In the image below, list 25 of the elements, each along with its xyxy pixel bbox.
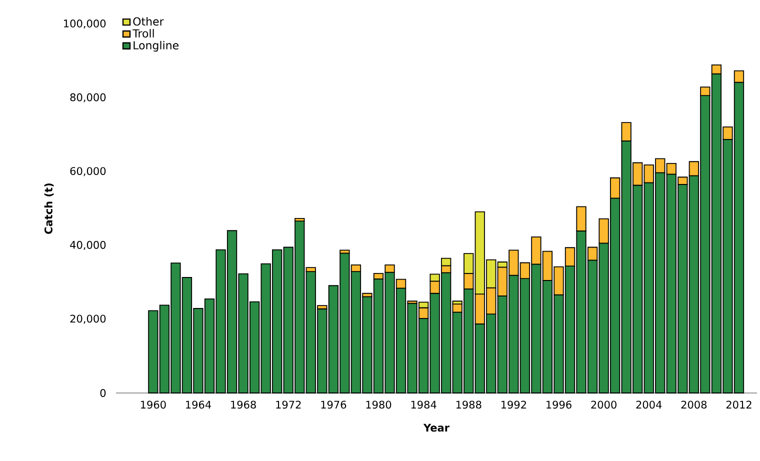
x-tick-label: 2004 xyxy=(636,400,662,409)
x-tick-label: 1988 xyxy=(456,400,482,409)
y-axis-title: Catch (t) xyxy=(44,184,54,234)
y-tick-label: 60,000 xyxy=(70,167,106,176)
legend-label: Longline xyxy=(134,40,178,52)
y-tick-label: 40,000 xyxy=(70,240,106,250)
x-tick-label: 1968 xyxy=(231,400,256,409)
x-tick-label: 1996 xyxy=(546,400,572,409)
x-tick-label: 1976 xyxy=(321,400,346,409)
x-axis-title: Year xyxy=(423,424,450,432)
legend-label: Troll xyxy=(132,29,154,38)
x-tick-label: 1984 xyxy=(411,400,436,409)
x-tick-label: 2000 xyxy=(591,400,616,409)
y-tick-label: 20,000 xyxy=(70,314,106,324)
y-tick-label: 0 xyxy=(100,389,106,397)
y-tick-label: 100,000 xyxy=(64,19,106,28)
x-tick-label: 1964 xyxy=(186,400,212,409)
legend-label: Other xyxy=(133,17,164,26)
x-tick-label: 2012 xyxy=(726,400,752,409)
x-tick-label: 1980 xyxy=(366,400,392,409)
y-tick-label: 80,000 xyxy=(70,93,106,102)
x-tick-label: 1972 xyxy=(276,400,301,409)
x-tick-label: 2008 xyxy=(681,400,707,409)
x-tick-label: 1992 xyxy=(501,400,526,409)
x-tick-label: 1960 xyxy=(140,400,166,409)
